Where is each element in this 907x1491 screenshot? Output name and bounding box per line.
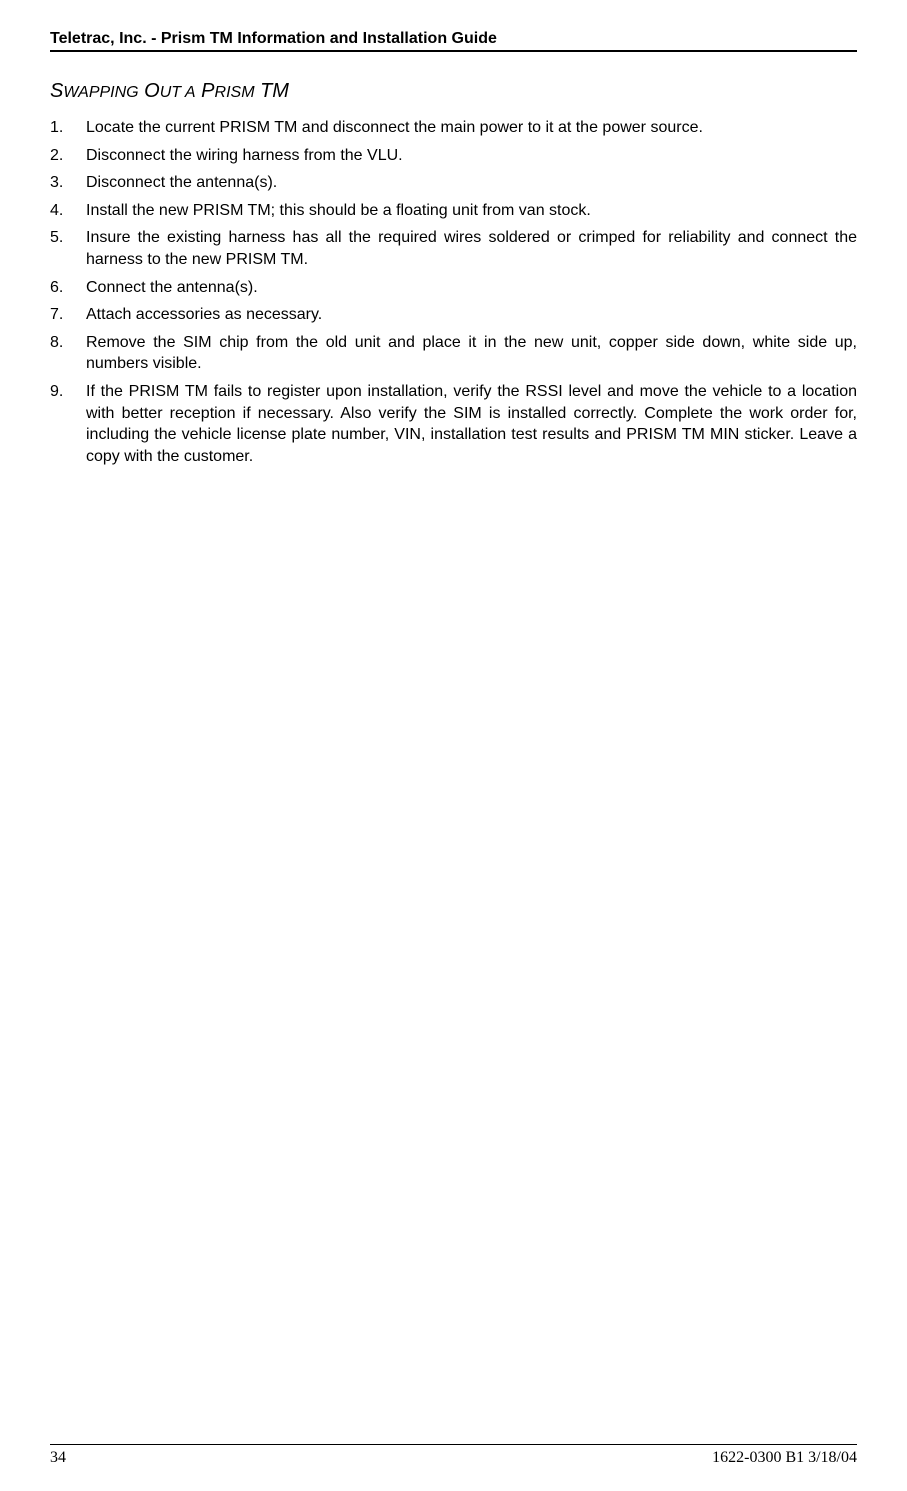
title-part: S	[50, 80, 63, 102]
list-item: Insure the existing harness has all the …	[50, 227, 857, 270]
list-item: Locate the current PRISM TM and disconne…	[50, 117, 857, 139]
doc-info: 1622-0300 B1 3/18/04	[712, 1449, 857, 1467]
page-header: Teletrac, Inc. - Prism TM Information an…	[50, 30, 857, 52]
procedure-list: Locate the current PRISM TM and disconne…	[50, 117, 857, 467]
title-part: TM	[255, 80, 289, 102]
list-item: If the PRISM TM fails to register upon i…	[50, 381, 857, 467]
document-page: Teletrac, Inc. - Prism TM Information an…	[0, 0, 907, 467]
section-title: SWAPPING OUT A PRISM TM	[50, 80, 857, 103]
page-footer: 34 1622-0300 B1 3/18/04	[50, 1444, 857, 1467]
list-item: Connect the antenna(s).	[50, 277, 857, 299]
title-part: RISM	[215, 84, 255, 101]
title-part: UT A	[160, 84, 196, 101]
title-part: P	[196, 80, 215, 102]
title-part: WAPPING	[63, 84, 138, 101]
list-item: Attach accessories as necessary.	[50, 304, 857, 326]
list-item: Remove the SIM chip from the old unit an…	[50, 332, 857, 375]
page-number: 34	[50, 1449, 66, 1467]
title-part: O	[139, 80, 160, 102]
list-item: Install the new PRISM TM; this should be…	[50, 200, 857, 222]
list-item: Disconnect the wiring harness from the V…	[50, 145, 857, 167]
list-item: Disconnect the antenna(s).	[50, 172, 857, 194]
